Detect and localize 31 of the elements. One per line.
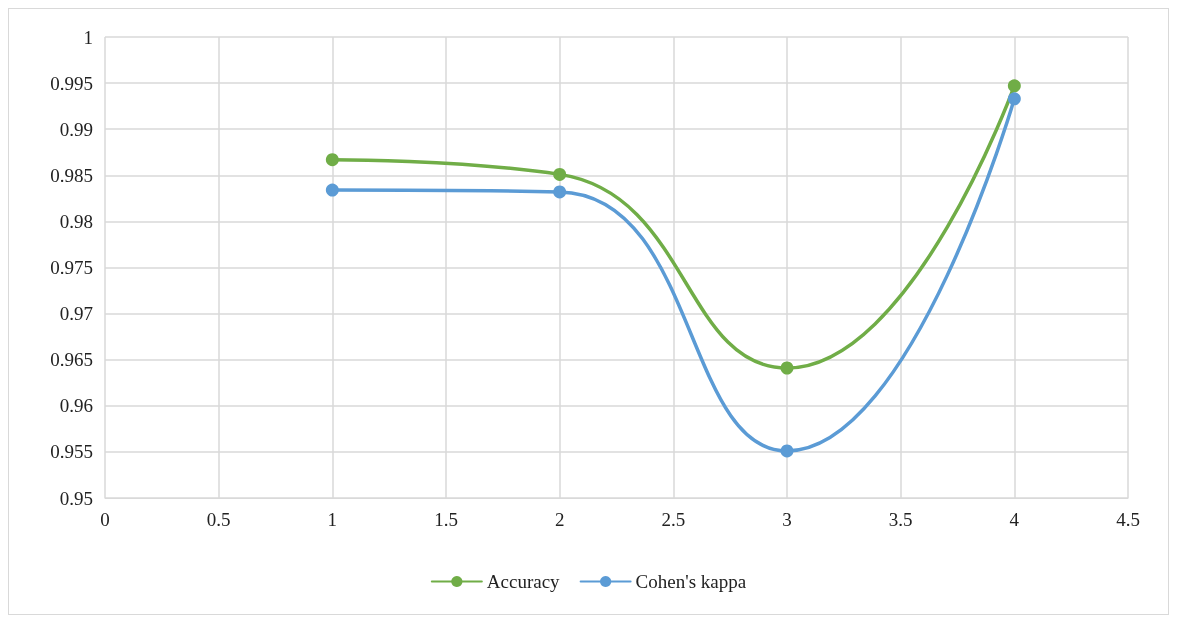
point (1007, 92, 1021, 106)
legend-label: Accuracy (486, 571, 561, 592)
y-tick-label: 0.95 (59, 487, 93, 509)
x-tick-label: 2.5 (661, 509, 686, 530)
x-tick-label: 4.5 (1116, 509, 1140, 530)
x-tick-label: 1.5 (434, 509, 458, 530)
y-tick-label: 0.96 (59, 395, 93, 417)
y-tick-label: 0.965 (50, 349, 93, 371)
x-tick-label: 0 (100, 509, 110, 530)
x-tick-label: 3.5 (888, 509, 913, 530)
x-tick-label: 0.5 (206, 509, 231, 530)
y-tick-label: 0.985 (50, 164, 93, 186)
point (553, 167, 567, 181)
point (325, 153, 339, 167)
x-tick-label: 2 (554, 509, 565, 530)
y-tick-label: 0.955 (50, 441, 93, 463)
legend-label: Cohen's kappa (635, 571, 747, 592)
point (780, 444, 794, 458)
point (553, 185, 567, 199)
y-tick-label: 0.975 (50, 257, 93, 278)
y-tick-label: 0.97 (59, 303, 93, 325)
point (780, 361, 794, 375)
x-tick-label: 1 (327, 509, 338, 530)
y-tick-label: 1 (83, 26, 93, 48)
x-tick-label: 4 (1009, 509, 1020, 530)
point (1007, 79, 1021, 93)
point (325, 183, 339, 197)
x-tick-label: 3 (782, 509, 792, 530)
y-tick-label: 0.98 (59, 210, 93, 232)
y-tick-label: 0.995 (50, 72, 93, 94)
y-tick-label: 0.99 (59, 118, 93, 140)
